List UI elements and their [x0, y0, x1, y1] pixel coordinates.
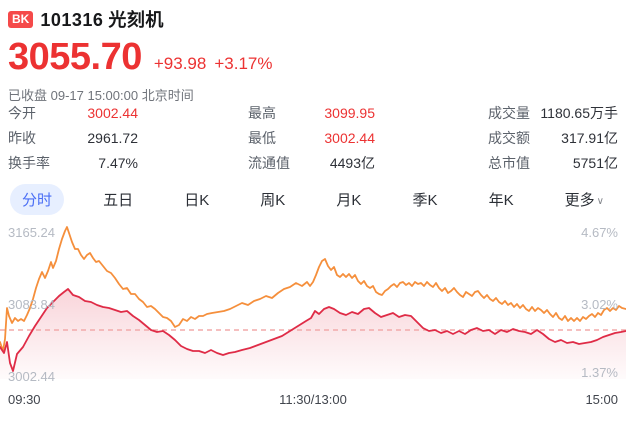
stat-label: 成交额: [488, 129, 530, 146]
stat-value: 3099.95: [324, 104, 375, 121]
price-change: +93.98: [153, 54, 207, 73]
title-row: BK 101316 光刻机: [8, 8, 618, 30]
period-tab-bar: 分时 五日 日K 周K 月K 季K 年K 更多 ∨: [0, 183, 626, 215]
stat-label: 换手率: [8, 154, 50, 171]
tab-monthly-k[interactable]: 月K: [324, 184, 373, 215]
time-label-noon: 11:30/13:00: [279, 392, 347, 407]
stat-label: 最高: [248, 104, 276, 121]
overlay-comparison-line-line: [0, 226, 626, 352]
stat-value: 3002.44: [324, 129, 375, 146]
stat-value: 1180.65万手: [540, 104, 618, 121]
tab-label: 日K: [184, 191, 210, 209]
stat-value: 3002.44: [87, 104, 138, 121]
intraday-chart[interactable]: 3165.24 3083.84 3002.44 4.67% 3.02% 1.37…: [0, 222, 626, 390]
sector-index-price-line: [0, 288, 626, 372]
tab-yearly-k[interactable]: 年K: [477, 184, 526, 215]
tab-label: 五日: [103, 191, 134, 209]
stat-label: 昨收: [8, 129, 36, 146]
tab-quarterly-k[interactable]: 季K: [400, 184, 449, 215]
time-label-close: 15:00: [585, 392, 618, 407]
stat-cell: 换手率 7.47%: [8, 150, 138, 175]
stats-column: 成交量 1180.65万手 成交额 317.91亿总市值 5751亿: [488, 100, 618, 175]
stat-cell: 成交量 1180.65万手: [488, 100, 618, 125]
stat-label: 成交量: [488, 104, 530, 121]
stat-cell: 昨收 2961.72: [8, 125, 138, 150]
stat-label: 今开: [8, 104, 36, 121]
stats-column: 今开 3002.44 昨收 2961.72 换手率 7.47%: [8, 100, 138, 175]
intraday-chart-canvas[interactable]: [0, 222, 626, 390]
tab-label: 分时: [22, 191, 53, 209]
stat-cell: 今开 3002.44: [8, 100, 138, 125]
stat-label: 总市值: [488, 154, 530, 171]
stats-column: 最高 3099.95 最低 3002.44 流通值 4493亿: [248, 100, 375, 175]
x-axis-time-labels: 09:30 11:30/13:00 15:00: [0, 392, 626, 407]
sector-name: 光刻机: [108, 10, 164, 30]
chevron-down-icon: ∨: [596, 195, 604, 207]
tab-label: 更多: [564, 191, 595, 209]
stat-value: 5751亿: [572, 154, 618, 171]
price-area-fill: [0, 289, 626, 379]
tab-label: 月K: [336, 191, 362, 209]
stat-value: 4493亿: [329, 154, 375, 171]
tab-weekly-k[interactable]: 周K: [248, 184, 297, 215]
page-title: 101316 光刻机: [40, 6, 164, 32]
sector-code: 101316: [40, 10, 104, 30]
stat-cell: 最高 3099.95: [248, 100, 375, 125]
sector-badge: BK: [8, 10, 34, 28]
time-label-open: 09:30: [8, 392, 41, 407]
market-status: 已收盘 09-17 15:00:00 北京时间: [8, 88, 194, 103]
stat-label: 最低: [248, 129, 276, 146]
stat-cell: 成交额 317.91亿: [488, 125, 618, 150]
tab-label: 年K: [488, 191, 514, 209]
current-price: 3055.70: [8, 36, 142, 78]
tab-label: 季K: [412, 191, 438, 209]
tab-more[interactable]: 更多 ∨: [553, 184, 616, 215]
tab-daily-k[interactable]: 日K: [172, 184, 221, 215]
stat-value: 317.91亿: [561, 129, 618, 146]
tab-label: 周K: [260, 191, 286, 209]
tab-5day[interactable]: 五日: [91, 184, 145, 215]
stat-cell: 总市值 5751亿: [488, 150, 618, 175]
stat-value: 7.47%: [98, 154, 138, 171]
tab-minute[interactable]: 分时: [10, 183, 65, 215]
stat-label: 流通值: [248, 154, 290, 171]
stat-cell: 最低 3002.44: [248, 125, 375, 150]
stat-value: 2961.72: [87, 129, 138, 146]
price-change-percent: +3.17%: [214, 54, 273, 73]
price-row: 3055.70 +93.98 +3.17%: [8, 38, 618, 76]
stat-cell: 流通值 4493亿: [248, 150, 375, 175]
header: BK 101316 光刻机 3055.70 +93.98 +3.17% 已收盘 0…: [8, 8, 618, 104]
